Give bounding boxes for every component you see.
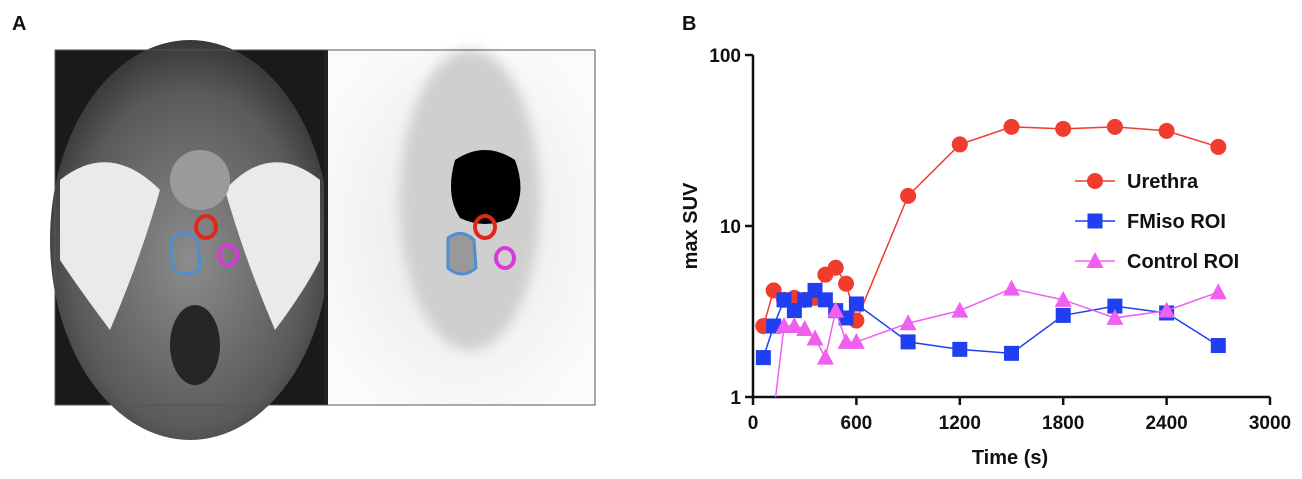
point [1107, 298, 1123, 314]
point [1158, 301, 1176, 318]
y-axis-title: max SUV [680, 182, 702, 269]
x-tick-label: 1800 [1042, 413, 1084, 434]
point [765, 405, 782, 421]
y-tick-label: 100 [709, 46, 741, 67]
x-axis-title: Time (s) [972, 447, 1048, 469]
legend-label: Control ROI [1127, 251, 1239, 273]
point [796, 319, 814, 336]
y-tick-label: 10 [720, 217, 741, 238]
point [1055, 307, 1071, 323]
point [1158, 122, 1175, 139]
ct-image [50, 40, 330, 440]
point [952, 341, 968, 357]
point [951, 301, 969, 318]
pet-image [324, 50, 595, 405]
x-tick-label: 600 [841, 413, 873, 434]
point [900, 334, 916, 350]
point [951, 136, 968, 153]
point [1106, 118, 1123, 135]
panel-label: B [682, 13, 696, 35]
y-tick-label: 1 [730, 388, 741, 409]
point [785, 317, 803, 334]
x-tick-label: 0 [748, 413, 759, 434]
point [806, 329, 824, 346]
point [1210, 138, 1227, 155]
panel-label: A [12, 13, 26, 35]
point [1209, 283, 1227, 300]
point [827, 301, 845, 318]
point [1055, 120, 1072, 137]
point [1003, 279, 1020, 296]
point [838, 275, 855, 292]
point [1087, 173, 1103, 189]
point [827, 259, 844, 276]
point [755, 350, 771, 366]
point [1210, 338, 1226, 354]
point [847, 332, 865, 349]
point [1054, 290, 1072, 307]
legend-label: Urethra [1127, 171, 1199, 193]
point [1106, 308, 1124, 325]
point [816, 348, 834, 365]
plot-area [755, 118, 1227, 421]
x-tick-label: 3000 [1249, 413, 1291, 434]
point [900, 187, 917, 204]
point [848, 296, 864, 312]
x-tick-label: 1200 [939, 413, 981, 434]
x-tick-label: 2400 [1145, 413, 1187, 434]
point [1004, 345, 1019, 361]
legend-label: FMiso ROI [1127, 211, 1226, 233]
point [1086, 252, 1104, 268]
point [1087, 213, 1103, 229]
point [899, 314, 917, 331]
point [1003, 118, 1020, 135]
